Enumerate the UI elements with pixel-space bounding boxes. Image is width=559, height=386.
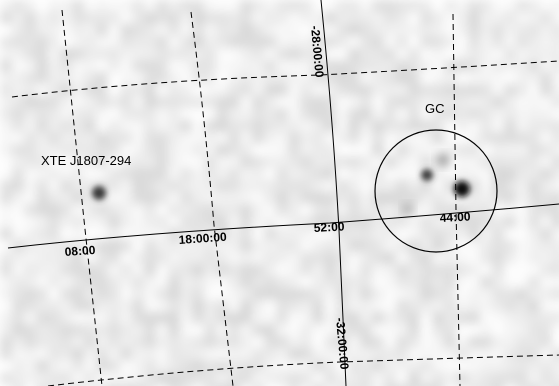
meridian-ref-solid xyxy=(320,0,347,386)
parallel-2 xyxy=(47,354,559,386)
source-gc-faint-2 xyxy=(403,204,413,214)
tick-dec-32: -32:00:00 xyxy=(333,317,352,370)
x-ray-sources xyxy=(92,154,470,214)
gc-region-circle xyxy=(374,129,498,253)
meridian-2 xyxy=(190,11,234,386)
tick-ra-18: 18:00:00 xyxy=(178,230,227,247)
tick-ra-08: 08:00 xyxy=(64,243,96,259)
source-gc-secondary xyxy=(421,169,433,181)
parallel-1 xyxy=(11,60,559,98)
coordinate-grid xyxy=(7,0,559,386)
tick-dec-28: -28:00:00 xyxy=(308,25,327,78)
meridian-4 xyxy=(452,13,461,386)
meridian-1 xyxy=(61,9,103,386)
parallel-ref-solid xyxy=(7,203,559,249)
label-gc: GC xyxy=(425,101,445,116)
label-xte-j1807: XTE J1807-294 xyxy=(41,153,131,168)
tick-ra-52: 52:00 xyxy=(313,219,345,235)
source-gc-bright xyxy=(454,181,470,197)
tick-ra-44: 44:00 xyxy=(439,209,471,225)
source-gc-faint-1 xyxy=(437,154,449,166)
source-xte-j1807 xyxy=(92,186,106,200)
